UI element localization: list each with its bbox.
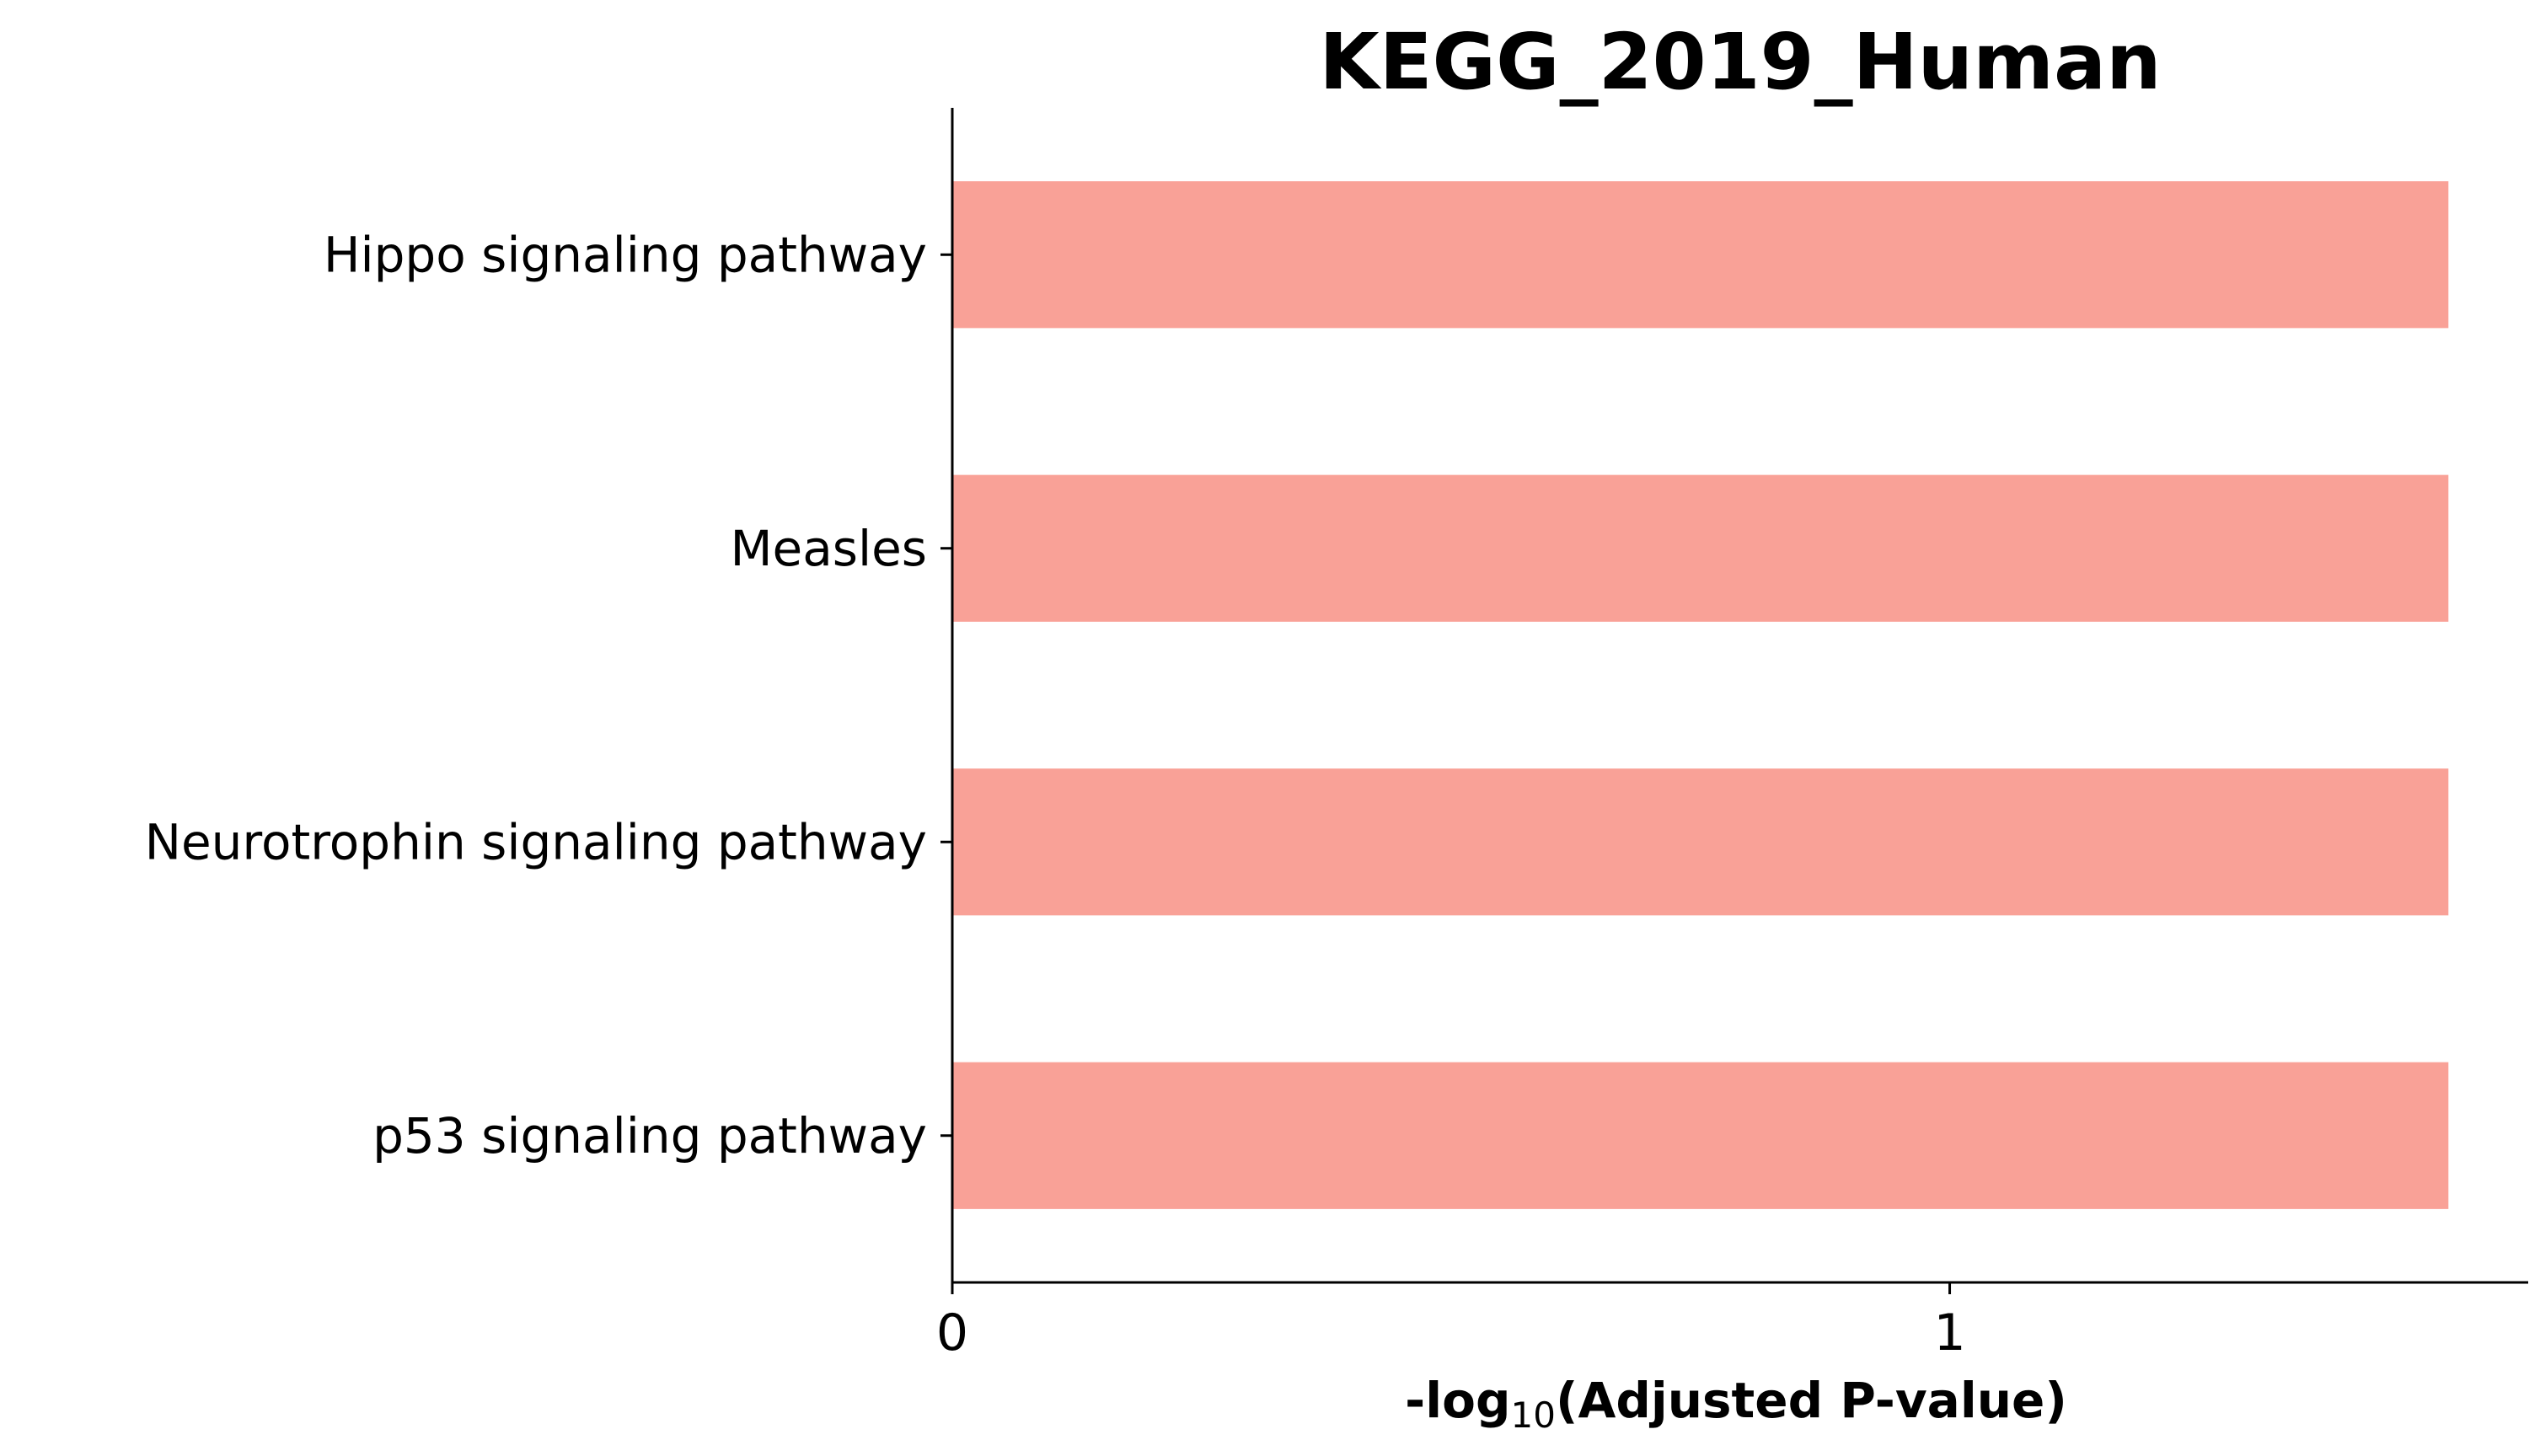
x-tick-label-1: 0 — [936, 1303, 968, 1362]
category-label-1: Hippo signaling pathway — [324, 226, 927, 283]
bar-2 — [952, 474, 2449, 622]
x-axis-title: -log10(Adjusted P-value) — [1405, 1372, 2067, 1436]
chart-title: KEGG_2019_Human — [1319, 17, 2161, 107]
category-label-3: Neurotrophin signaling pathway — [145, 813, 927, 870]
x-axis-title-subscript: 10 — [1510, 1394, 1555, 1436]
bar-3 — [952, 768, 2449, 916]
bar-1 — [952, 181, 2449, 329]
x-axis-title-prefix: -log — [1405, 1372, 1510, 1429]
category-labels: Hippo signaling pathway Measles Neurotroph… — [145, 226, 952, 1164]
x-tick-label-2: 1 — [1933, 1303, 1965, 1362]
category-label-2: Measles — [730, 520, 927, 577]
category-label-4: p53 signaling pathway — [372, 1107, 927, 1164]
bars — [952, 181, 2449, 1209]
bar-4 — [952, 1062, 2449, 1209]
x-axis-title-suffix: (Adjusted P-value) — [1556, 1372, 2067, 1429]
